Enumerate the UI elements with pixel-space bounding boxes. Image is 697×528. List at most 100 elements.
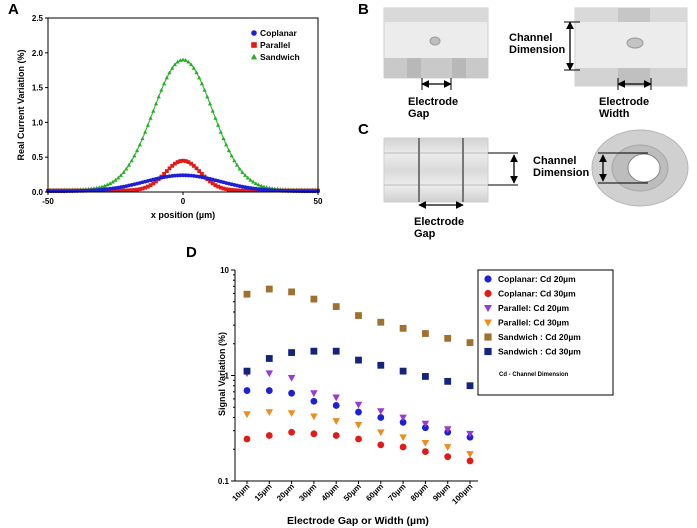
- chart-d-point-coplanar-cd-30-m: [265, 432, 273, 439]
- chart-a-point-coplanar: [181, 173, 185, 178]
- chart-a-point-parallel: [148, 183, 153, 188]
- chart-a-line-sandwich: [48, 59, 318, 191]
- chart-d-point-sandwich-cd-30-m: [377, 361, 385, 369]
- chart-d-ticks: 0.1 1 10 10µm 15µm 20µm 30µm 40µm 50µm 60µm 70µm 80…: [218, 266, 475, 506]
- chart-d-point-parallel-cd-20-m: [399, 414, 407, 422]
- chart-d-xtick-label: 30µm: [297, 482, 318, 503]
- chart-d-legend-label-sandwich-cd-30-m: Sandwich : Cd 30µm: [498, 347, 581, 357]
- panel-b-channel-dimension-label: Channel Dimension: [509, 32, 566, 56]
- chart-a-point-parallel: [137, 187, 142, 192]
- chart-d-point-sandwich-cd-20-m: [355, 312, 362, 319]
- chart-d-series-sandwich-cd-20-m: [243, 285, 474, 347]
- chart-a-point-sandwich: [148, 115, 153, 120]
- chart-a-point-parallel: [135, 187, 139, 192]
- chart-a-point-sandwich: [256, 182, 261, 187]
- chart-a-point-parallel: [251, 188, 256, 193]
- chart-d: 0.1 1 10 10µm 15µm 20µm 30µm 40µm 50µm 60µm 70µm 80…: [217, 266, 614, 527]
- chart-d-point-sandwich-cd-20-m: [288, 288, 295, 296]
- chart-a-point-coplanar: [173, 173, 177, 178]
- chart-a-point-sandwich: [261, 184, 267, 189]
- chart-a-xtick-label: -50: [42, 197, 54, 206]
- coplanar-top-band: [384, 8, 488, 22]
- panel-c-diagram: Channel Dimension Electrode Gap: [383, 129, 689, 240]
- chart-d-xtick-label: 50µm: [342, 482, 363, 503]
- chart-a-series-layer: [45, 57, 321, 194]
- chart-a-point-sandwich: [224, 142, 229, 147]
- chart-a-point-coplanar: [92, 188, 96, 193]
- chart-a-point-sandwich: [216, 122, 221, 127]
- chart-d-point-coplanar-cd-30-m: [332, 432, 340, 439]
- chart-d-series-coplanar-cd-30-m: [243, 428, 474, 465]
- chart-d-point-parallel-cd-30-m: [354, 422, 363, 429]
- chart-a-point-parallel: [143, 185, 148, 190]
- chart-a-point-sandwich: [175, 59, 180, 64]
- chart-d-point-sandwich-cd-30-m: [288, 349, 295, 356]
- chart-d-point-sandwich-cd-20-m: [422, 330, 429, 337]
- chart-a: 0.0 0.5 1.0 1.5 2.0 2.5 -50 0 50 x position (µm)…: [16, 14, 323, 220]
- chart-a-point-parallel: [235, 188, 239, 193]
- chart-d-series-sandwich-cd-30-m: [243, 347, 474, 390]
- chart-d-point-sandwich-cd-30-m: [332, 347, 340, 355]
- chart-a-point-sandwich: [221, 136, 226, 141]
- chart-d-point-sandwich-cd-20-m: [399, 324, 407, 332]
- chart-a-point-coplanar: [267, 188, 272, 193]
- chart-a-point-sandwich: [164, 75, 169, 80]
- chart-a-point-sandwich: [213, 115, 218, 120]
- chart-d-point-coplanar-cd-30-m: [288, 428, 295, 436]
- chart-a-point-parallel: [162, 171, 166, 176]
- chart-d-legend-box: [477, 269, 614, 396]
- chart-a-xtick-label: 0: [181, 197, 186, 206]
- panel-label-b: B: [358, 1, 369, 18]
- chart-d-series-coplanar-cd-20-m: [243, 387, 474, 441]
- chart-a-point-sandwich: [135, 148, 140, 153]
- label-line: Channel: [509, 32, 552, 44]
- chart-a-point-sandwich: [245, 175, 250, 180]
- chart-a-point-parallel: [189, 161, 193, 166]
- chart-a-point-sandwich: [264, 185, 269, 190]
- chart-a-point-parallel: [243, 188, 247, 193]
- chart-a-legend-marker-parallel: [251, 42, 257, 48]
- chart-d-xtick-label: 40µm: [320, 482, 341, 503]
- parallel-particle: [626, 37, 644, 49]
- chart-d-point-parallel-cd-20-m: [265, 370, 274, 378]
- chart-d-point-sandwich-cd-30-m: [355, 356, 362, 364]
- chart-d-point-sandwich-cd-20-m: [332, 303, 340, 310]
- chart-d-point-sandwich-cd-20-m: [466, 339, 474, 347]
- chart-a-point-sandwich: [234, 162, 240, 167]
- chart-a-point-sandwich: [251, 179, 256, 184]
- chart-a-ytick-label: 2.5: [32, 14, 44, 23]
- chart-a-point-sandwich: [191, 65, 196, 70]
- chart-d-point-coplanar-cd-20-m: [310, 397, 318, 405]
- chart-d-legend-note: Cd - Channel Dimension: [499, 372, 569, 378]
- chart-d-legend-marker-coplanar-cd-30-m: [484, 289, 492, 298]
- chart-d-point-coplanar-cd-30-m: [422, 448, 429, 455]
- chart-d-legend-label-coplanar-cd-20-m: Coplanar: Cd 20µm: [498, 274, 576, 284]
- chart-d-xtick-label: 15µm: [253, 482, 274, 503]
- chart-a-point-sandwich: [194, 70, 199, 75]
- chart-a-point-parallel: [221, 186, 226, 191]
- chart-a-point-sandwich: [253, 181, 258, 186]
- coplanar-electrode-band: [384, 58, 488, 78]
- chart-d-legend-marker-parallel-cd-30-m: [484, 319, 492, 327]
- chart-a-point-sandwich: [121, 170, 126, 174]
- label-line: Channel: [533, 155, 576, 167]
- chart-a-ytick-label: 2.0: [32, 49, 44, 58]
- chart-a-point-sandwich: [207, 101, 213, 106]
- chart-d-point-sandwich-cd-30-m: [444, 377, 452, 385]
- chart-a-point-parallel: [121, 188, 126, 193]
- chart-a-point-parallel: [173, 161, 177, 166]
- chart-a-point-sandwich: [183, 58, 188, 62]
- chart-a-point-parallel: [218, 185, 223, 190]
- chart-a-point-parallel: [240, 188, 245, 193]
- chart-d-series-parallel-cd-30-m: [243, 409, 474, 458]
- chart-d-xtick-label: 60µm: [364, 482, 385, 503]
- chart-d-point-parallel-cd-20-m: [443, 426, 452, 434]
- chart-d-ylabel: Signal Variation (%): [217, 332, 227, 416]
- chart-a-point-parallel: [200, 171, 204, 176]
- chart-d-point-coplanar-cd-30-m: [466, 457, 474, 465]
- chart-a-point-parallel: [146, 184, 150, 189]
- chart-d-legend-label-parallel-cd-30-m: Parallel: Cd 30µm: [498, 318, 569, 328]
- chart-d-point-coplanar-cd-20-m: [288, 389, 295, 397]
- chart-a-point-sandwich: [162, 81, 167, 86]
